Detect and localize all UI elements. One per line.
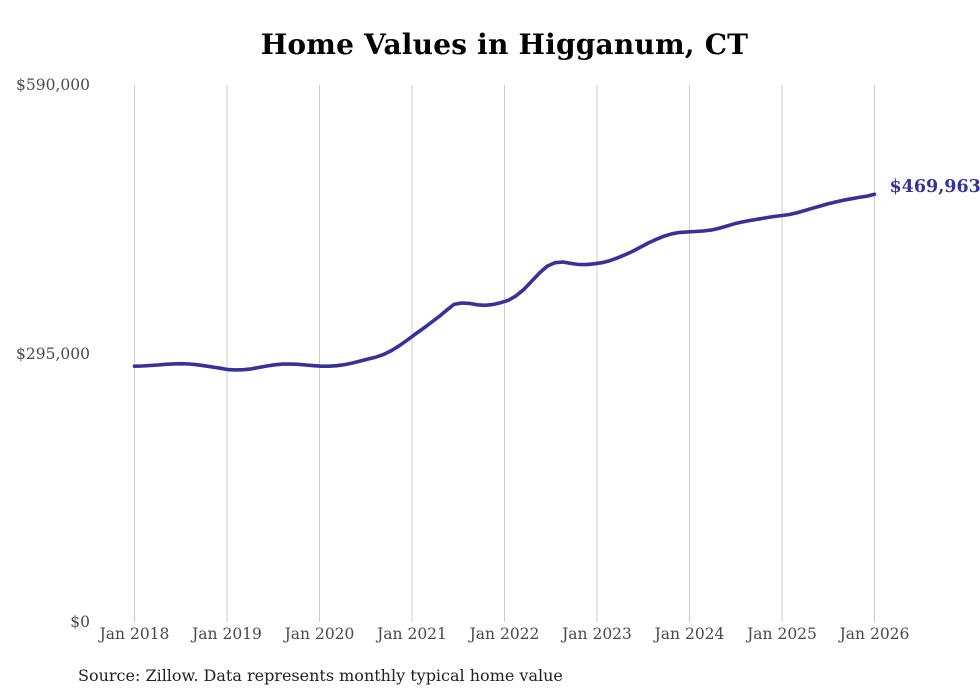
source-note: Source: Zillow. Data represents monthly … (78, 666, 563, 685)
xtick-jan-2022: Jan 2022 (469, 625, 540, 643)
xtick-jan-2026: Jan 2026 (839, 625, 910, 643)
xtick-jan-2020: Jan 2020 (284, 625, 355, 643)
ytick-0: $0 (70, 613, 90, 631)
xtick-jan-2024: Jan 2024 (654, 625, 725, 643)
latest-value-label: $469,963 (889, 177, 980, 198)
chart-title: Home Values in Higganum, CT (260, 28, 749, 61)
xtick-jan-2019: Jan 2019 (192, 625, 262, 643)
xtick-jan-2018: Jan 2018 (99, 625, 170, 643)
ytick-295000: $295,000 (16, 344, 90, 363)
ytick-590000: $590,000 (16, 76, 90, 94)
xtick-jan-2023: Jan 2023 (562, 625, 632, 643)
xtick-jan-2025: Jan 2025 (747, 625, 817, 643)
xtick-jan-2021: Jan 2021 (377, 625, 447, 643)
